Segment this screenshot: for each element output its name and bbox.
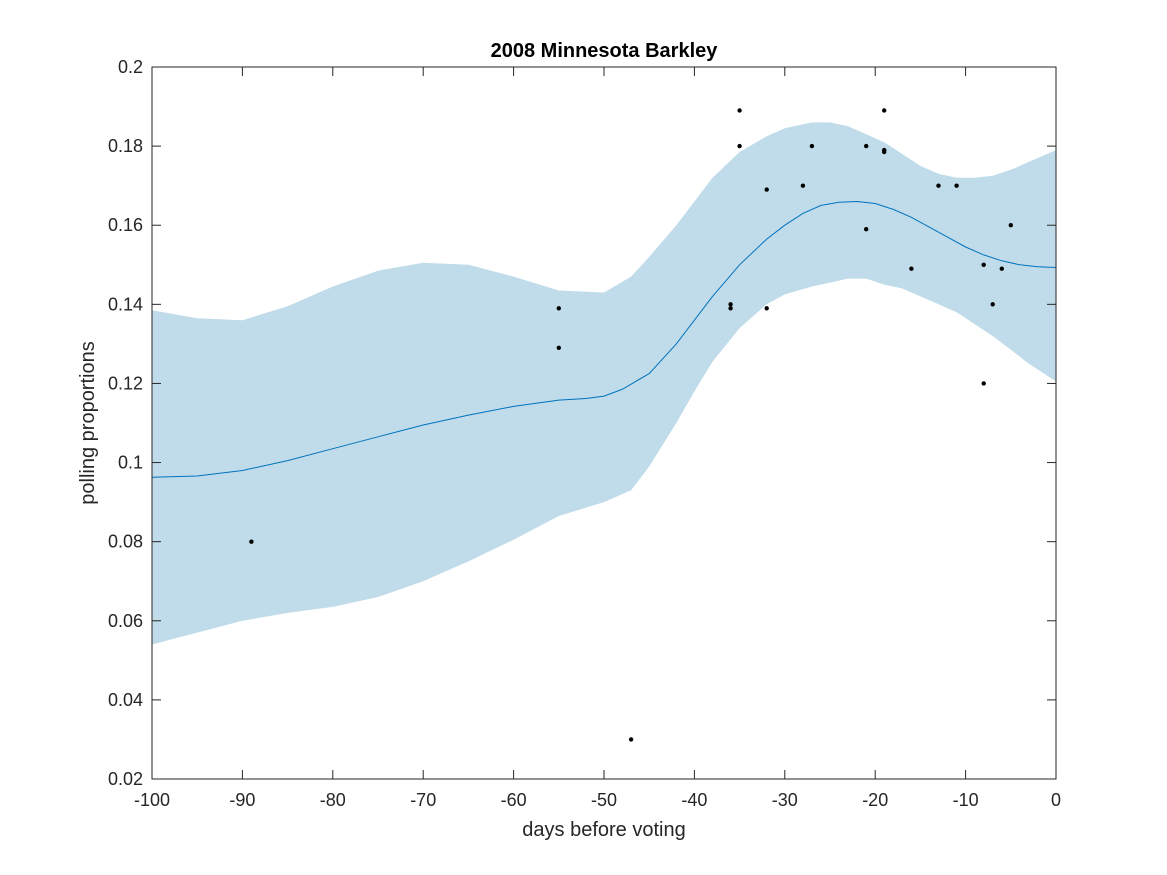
y-axis-label: polling proportions [77,341,99,504]
poll-point [764,306,769,311]
poll-point [936,183,941,188]
poll-point [728,306,733,311]
poll-point [882,108,887,113]
y-tick-label: 0.08 [108,532,143,552]
poll-point [556,345,561,350]
tick-labels: -100 -90 -80 -70 -60 -50 -40 -30 -20 -10 00.020.04… [108,57,1061,810]
x-axis-label: days before voting [522,819,685,841]
x-tick-label: -50 [591,790,617,810]
y-tick-label: 0.2 [118,57,143,77]
poll-point [990,302,995,307]
x-tick-label: -90 [229,790,255,810]
y-tick-label: 0.18 [108,136,143,156]
poll-point [864,227,869,232]
poll-point [809,143,815,149]
poll-point [909,266,914,271]
x-tick-label: -80 [320,790,346,810]
x-tick-label: -70 [410,790,436,810]
x-tick-label: -100 [134,790,170,810]
poll-point [954,183,959,188]
confidence-band [152,122,1056,645]
poll-point [882,149,887,155]
poll-point [556,306,561,311]
poll-point [737,143,742,149]
y-tick-label: 0.06 [108,611,143,631]
x-tick-label: -30 [772,790,798,810]
y-tick-label: 0.14 [108,294,143,314]
x-tick-label: -60 [501,790,527,810]
poll-point [249,539,254,544]
x-tick-label: -10 [953,790,979,810]
poll-point [864,143,869,149]
poll-point [728,302,733,307]
poll-point [981,381,986,386]
poll-point [764,187,769,192]
plot-area [151,108,1057,742]
y-tick-label: 0.02 [108,769,143,789]
axes-box [151,66,1057,780]
poll-point [800,183,806,188]
poll-point [737,108,742,113]
chart-title: 2008 Minnesota Barkley [491,40,719,62]
poll-point [981,262,986,267]
y-tick-label: 0.04 [108,690,143,710]
poll-point [999,266,1004,271]
y-tick-label: 0.12 [108,373,143,393]
y-tick-label: 0.1 [118,453,143,473]
poll-point [628,737,634,742]
trend-line [151,200,1057,478]
y-tick-label: 0.16 [108,215,143,235]
poll-point [1008,223,1013,228]
x-tick-label: 0 [1051,790,1061,810]
x-tick-label: -40 [681,790,707,810]
x-tick-label: -20 [862,790,888,810]
